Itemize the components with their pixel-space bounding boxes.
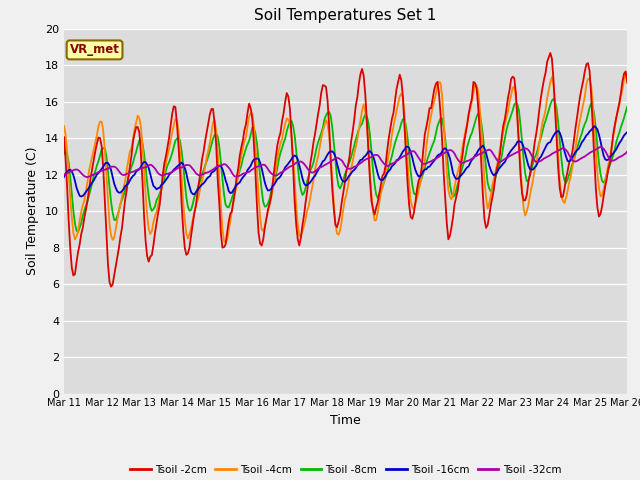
Tsoil -4cm — [230, 200, 237, 205]
Tsoil -4cm — [258, 227, 266, 232]
Tsoil -2cm — [230, 198, 237, 204]
Tsoil -16cm — [60, 174, 68, 180]
Tsoil -8cm — [308, 164, 316, 170]
Text: VR_met: VR_met — [70, 43, 120, 56]
Tsoil -8cm — [623, 104, 631, 110]
Line: Tsoil -8cm: Tsoil -8cm — [64, 99, 627, 232]
Tsoil -16cm — [591, 123, 598, 129]
Line: Tsoil -4cm: Tsoil -4cm — [64, 74, 627, 243]
Tsoil -8cm — [550, 96, 557, 102]
Tsoil -16cm — [248, 159, 256, 165]
Tsoil -8cm — [230, 190, 237, 196]
Tsoil -32cm — [230, 172, 237, 178]
Tsoil -32cm — [60, 171, 68, 177]
Tsoil -8cm — [131, 154, 138, 159]
Tsoil -2cm — [248, 116, 256, 121]
Tsoil -2cm — [308, 151, 316, 157]
Tsoil -2cm — [131, 131, 138, 136]
Tsoil -16cm — [131, 172, 138, 178]
Tsoil -32cm — [84, 174, 92, 180]
Tsoil -4cm — [308, 186, 316, 192]
Tsoil -32cm — [596, 144, 604, 150]
Tsoil -8cm — [60, 151, 68, 157]
Tsoil -2cm — [547, 50, 554, 56]
Tsoil -4cm — [221, 240, 229, 246]
Tsoil -16cm — [258, 166, 266, 171]
Tsoil -16cm — [230, 187, 237, 193]
Line: Tsoil -32cm: Tsoil -32cm — [64, 147, 627, 177]
Tsoil -32cm — [131, 168, 138, 174]
Tsoil -4cm — [60, 123, 68, 129]
Tsoil -4cm — [622, 71, 630, 77]
Tsoil -8cm — [258, 187, 266, 193]
Tsoil -2cm — [60, 134, 68, 140]
Tsoil -4cm — [129, 136, 137, 142]
Line: Tsoil -2cm: Tsoil -2cm — [64, 53, 627, 287]
Tsoil -32cm — [248, 167, 256, 172]
Tsoil -4cm — [593, 171, 601, 177]
Tsoil -8cm — [248, 125, 256, 131]
Legend: Tsoil -2cm, Tsoil -4cm, Tsoil -8cm, Tsoil -16cm, Tsoil -32cm: Tsoil -2cm, Tsoil -4cm, Tsoil -8cm, Tsoi… — [126, 461, 565, 479]
Line: Tsoil -16cm: Tsoil -16cm — [64, 126, 627, 196]
Tsoil -16cm — [595, 132, 603, 138]
Tsoil -2cm — [108, 284, 115, 289]
Tsoil -4cm — [623, 71, 631, 77]
Tsoil -2cm — [595, 214, 603, 219]
X-axis label: Time: Time — [330, 414, 361, 427]
Tsoil -32cm — [623, 149, 631, 155]
Tsoil -16cm — [77, 193, 85, 199]
Tsoil -16cm — [623, 129, 631, 135]
Tsoil -4cm — [248, 111, 256, 117]
Title: Soil Temperatures Set 1: Soil Temperatures Set 1 — [255, 9, 436, 24]
Y-axis label: Soil Temperature (C): Soil Temperature (C) — [26, 147, 40, 276]
Tsoil -32cm — [258, 162, 266, 168]
Tsoil -2cm — [258, 243, 266, 249]
Tsoil -32cm — [308, 170, 316, 176]
Tsoil -8cm — [74, 229, 82, 235]
Tsoil -2cm — [623, 80, 631, 85]
Tsoil -8cm — [595, 160, 603, 166]
Tsoil -16cm — [308, 177, 316, 183]
Tsoil -32cm — [593, 145, 601, 151]
